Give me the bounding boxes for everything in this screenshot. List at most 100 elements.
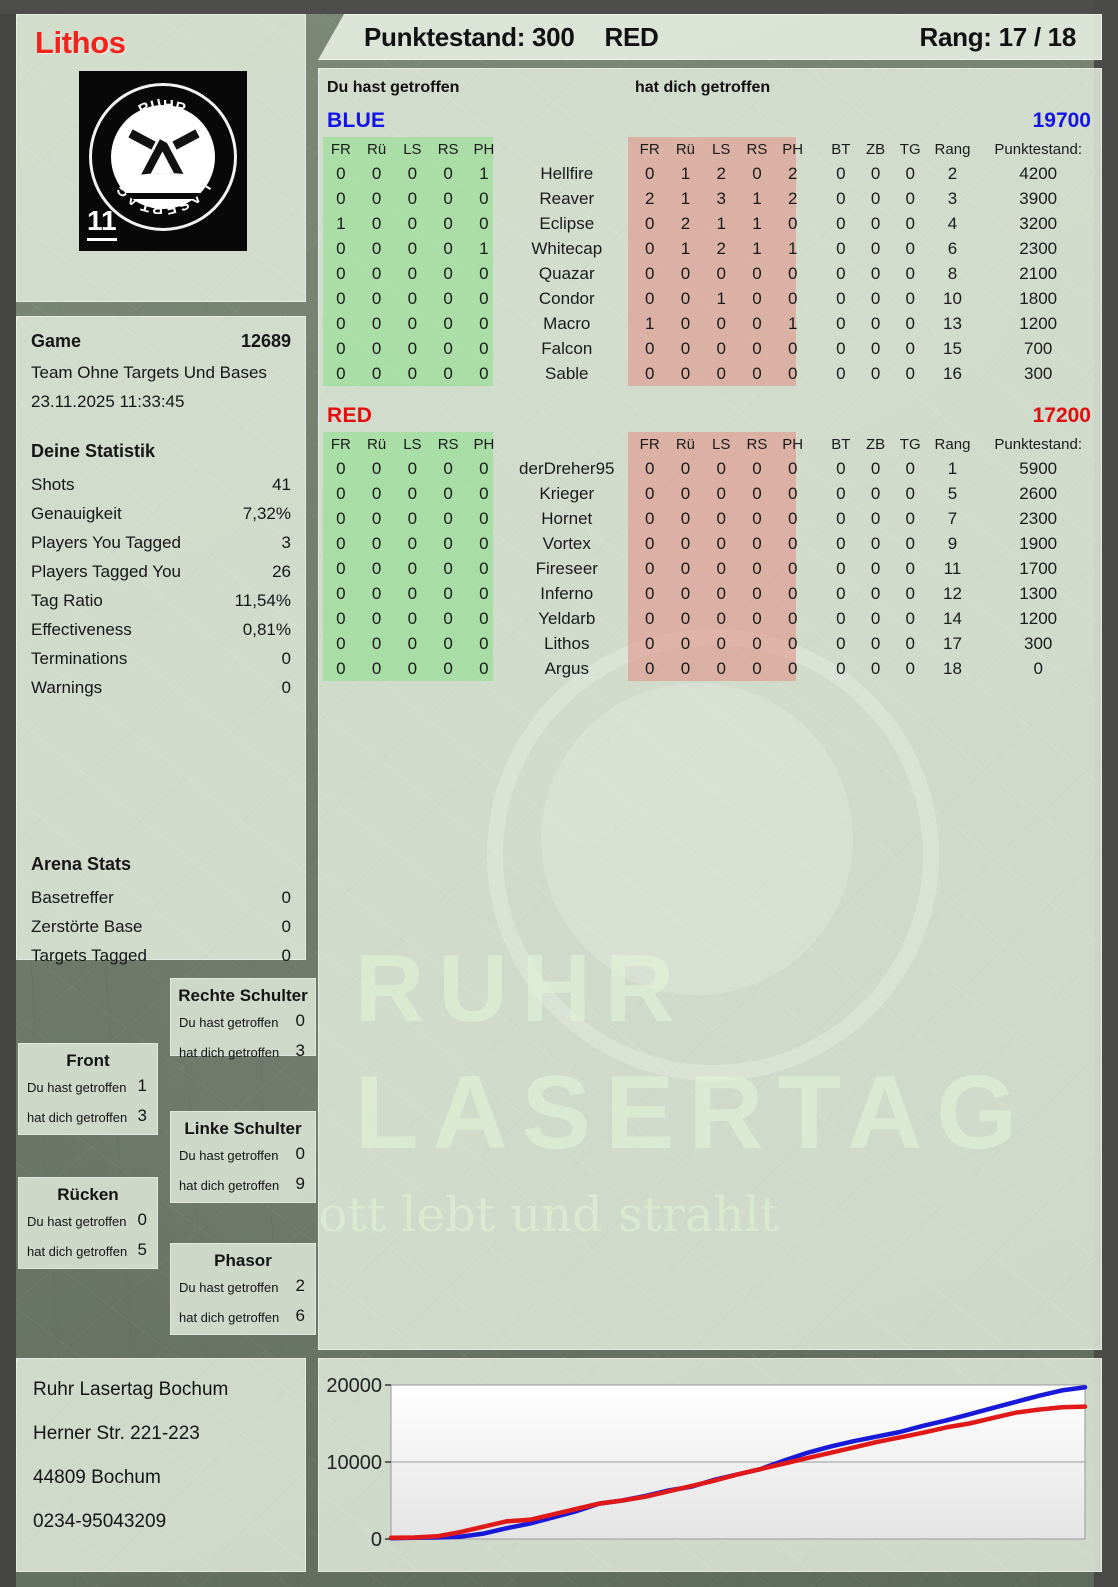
col-hit-LS: LS <box>403 435 422 453</box>
cell-player-name: Hellfire <box>540 163 594 183</box>
cell-bt: 0 <box>836 163 846 183</box>
cell-tagged-LS: 0 <box>716 608 726 628</box>
cell-hit-Rü: 0 <box>371 163 382 183</box>
cell-tagged-RS: 0 <box>752 658 762 678</box>
cell-hit-LS: 0 <box>407 188 418 208</box>
cell-zb: 0 <box>870 608 881 628</box>
cell-points: 1800 <box>1019 288 1058 308</box>
cell-tagged-FR: 0 <box>644 533 655 553</box>
cell-hit-Rü: 0 <box>371 313 382 333</box>
col-zb: ZB <box>865 140 886 158</box>
arena-stat-label: Targets Tagged <box>31 946 147 965</box>
table-row[interactable]: 0 0 0 0 0 Macro 1 0 0 0 1 0 0 0 13 1200 <box>323 311 1099 336</box>
cell-tg: 0 <box>905 163 915 183</box>
cell-tagged-LS: 0 <box>716 633 726 653</box>
cell-tg: 0 <box>905 458 915 478</box>
cell-bt: 0 <box>836 483 846 503</box>
cell-points: 1200 <box>1019 313 1058 333</box>
cell-gap <box>811 506 824 531</box>
table-row[interactable]: 0 0 0 0 0 Hornet 0 0 0 0 0 0 0 0 7 2300 <box>323 506 1099 531</box>
table-row[interactable]: 0 0 0 0 1 Whitecap 0 1 2 1 1 0 0 0 6 2300 <box>323 236 1099 261</box>
cell-hit-Rü: 0 <box>371 533 382 553</box>
score-table-blue: FR Rü LS RS PH FR Rü LS RS PH BT ZB TG Rang Punktestan… <box>323 137 1099 386</box>
cell-zb: 0 <box>870 558 881 578</box>
table-row[interactable]: 0 0 0 0 0 Lithos 0 0 0 0 0 0 0 0 17 300 <box>323 631 1099 656</box>
cell-tagged-PH: 0 <box>787 583 798 603</box>
cell-hit-PH: 0 <box>479 213 489 233</box>
team-score-blue: 19700 <box>1032 109 1091 132</box>
cell-points: 0 <box>1033 658 1043 678</box>
stat-label: Players Tagged You <box>31 562 181 581</box>
cell-rang: 8 <box>947 263 958 283</box>
table-row[interactable]: 0 0 0 0 0 Sable 0 0 0 0 0 0 0 0 16 300 <box>323 361 1099 386</box>
table-header-row: FR Rü LS RS PH FR Rü LS RS PH BT ZB TG Rang Punktestan… <box>323 137 1099 161</box>
cell-hit-PH: 1 <box>479 163 489 183</box>
table-row[interactable]: 1 0 0 0 0 Eclipse 0 2 1 1 0 0 0 0 4 3200 <box>323 211 1099 236</box>
table-row[interactable]: 0 0 0 0 0 Vortex 0 0 0 0 0 0 0 0 9 1900 <box>323 531 1099 556</box>
table-row[interactable]: 0 0 0 0 0 Falcon 0 0 0 0 0 0 0 0 15 700 <box>323 336 1099 361</box>
cell-tagged-Rü: 0 <box>680 363 691 383</box>
col-player-name <box>502 137 632 161</box>
table-row[interactable]: 0 0 0 0 0 derDreher95 0 0 0 0 0 0 0 0 1 5900 <box>323 456 1099 481</box>
table-row[interactable]: 0 0 0 0 0 Argus 0 0 0 0 0 0 0 0 18 0 <box>323 656 1099 681</box>
table-row[interactable]: 0 0 0 0 0 Krieger 0 0 0 0 0 0 0 0 5 2600 <box>323 481 1099 506</box>
table-row[interactable]: 0 0 0 0 0 Fireseer 0 0 0 0 0 0 0 0 11 1700 <box>323 556 1099 581</box>
stat-label: Effectiveness <box>31 620 132 639</box>
cell-zb: 0 <box>870 583 881 603</box>
cell-bt: 0 <box>836 263 846 283</box>
hit-zone-box: Front Du hast getroffen 1 hat dich getroffe… <box>18 1043 158 1135</box>
cell-hit-FR: 0 <box>336 238 346 258</box>
cell-hit-LS: 0 <box>407 508 418 528</box>
col-tagged-LS: LS <box>711 140 731 158</box>
table-row[interactable]: 0 0 0 0 0 Yeldarb 0 0 0 0 0 0 0 0 14 1200 <box>323 606 1099 631</box>
cell-tagged-Rü: 1 <box>680 238 691 258</box>
cell-gap <box>811 311 824 336</box>
cell-tagged-RS: 0 <box>752 363 762 383</box>
cell-hit-Rü: 0 <box>371 238 382 258</box>
table-row[interactable]: 0 0 0 0 0 Condor 0 0 1 0 0 0 0 0 10 1800 <box>323 286 1099 311</box>
cell-tg: 0 <box>905 238 915 258</box>
col-rang: Rang <box>934 435 971 453</box>
team-score-red: 17200 <box>1032 404 1091 427</box>
cell-hit-FR: 0 <box>336 458 346 478</box>
cell-tagged-FR: 0 <box>644 288 655 308</box>
cell-bt: 0 <box>836 458 846 478</box>
table-row[interactable]: 0 0 0 0 0 Reaver 2 1 3 1 2 0 0 0 3 3900 <box>323 186 1099 211</box>
cell-tagged-Rü: 0 <box>680 263 691 283</box>
page-title: Lithos <box>35 25 126 60</box>
cell-points: 4200 <box>1019 163 1058 183</box>
cell-tagged-RS: 0 <box>752 533 762 553</box>
cell-hit-Rü: 0 <box>371 483 382 503</box>
cell-tagged-LS: 1 <box>716 288 726 308</box>
game-label: Game <box>31 331 82 351</box>
cell-tagged-LS: 3 <box>716 188 726 208</box>
cell-hit-PH: 0 <box>479 533 489 553</box>
hit-zone-title: Rechte Schulter <box>178 986 308 1005</box>
cell-gap <box>811 606 824 631</box>
cell-hit-RS: 0 <box>443 658 453 678</box>
cell-points: 2100 <box>1019 263 1058 283</box>
cell-gap <box>811 481 824 506</box>
col-tg: TG <box>899 435 921 453</box>
score-table-red: FR Rü LS RS PH FR Rü LS RS PH BT ZB TG Rang Punktestan… <box>323 432 1099 681</box>
cell-zb: 0 <box>870 238 881 258</box>
cell-tagged-RS: 1 <box>752 238 762 258</box>
cell-tagged-LS: 0 <box>716 313 726 333</box>
cell-hit-Rü: 0 <box>371 608 382 628</box>
table-row[interactable]: 0 0 0 0 1 Hellfire 0 1 2 0 2 0 0 0 2 4200 <box>323 161 1099 186</box>
cell-tagged-RS: 0 <box>752 583 762 603</box>
cell-player-name: derDreher95 <box>519 458 615 478</box>
cell-hit-RS: 0 <box>443 263 453 283</box>
cell-hit-PH: 0 <box>479 608 489 628</box>
cell-points: 2600 <box>1019 483 1058 503</box>
cell-hit-LS: 0 <box>407 213 418 233</box>
table-row[interactable]: 0 0 0 0 0 Quazar 0 0 0 0 0 0 0 0 8 2100 <box>323 261 1099 286</box>
table-row[interactable]: 0 0 0 0 0 Inferno 0 0 0 0 0 0 0 0 12 1300 <box>323 581 1099 606</box>
cell-hit-PH: 0 <box>479 188 489 208</box>
cell-hit-PH: 0 <box>479 313 489 333</box>
cell-tagged-PH: 0 <box>787 213 798 233</box>
cell-rang: 14 <box>943 608 962 628</box>
cell-hit-FR: 1 <box>336 213 346 233</box>
cell-hit-FR: 0 <box>336 583 346 603</box>
cell-tagged-Rü: 0 <box>680 558 691 578</box>
